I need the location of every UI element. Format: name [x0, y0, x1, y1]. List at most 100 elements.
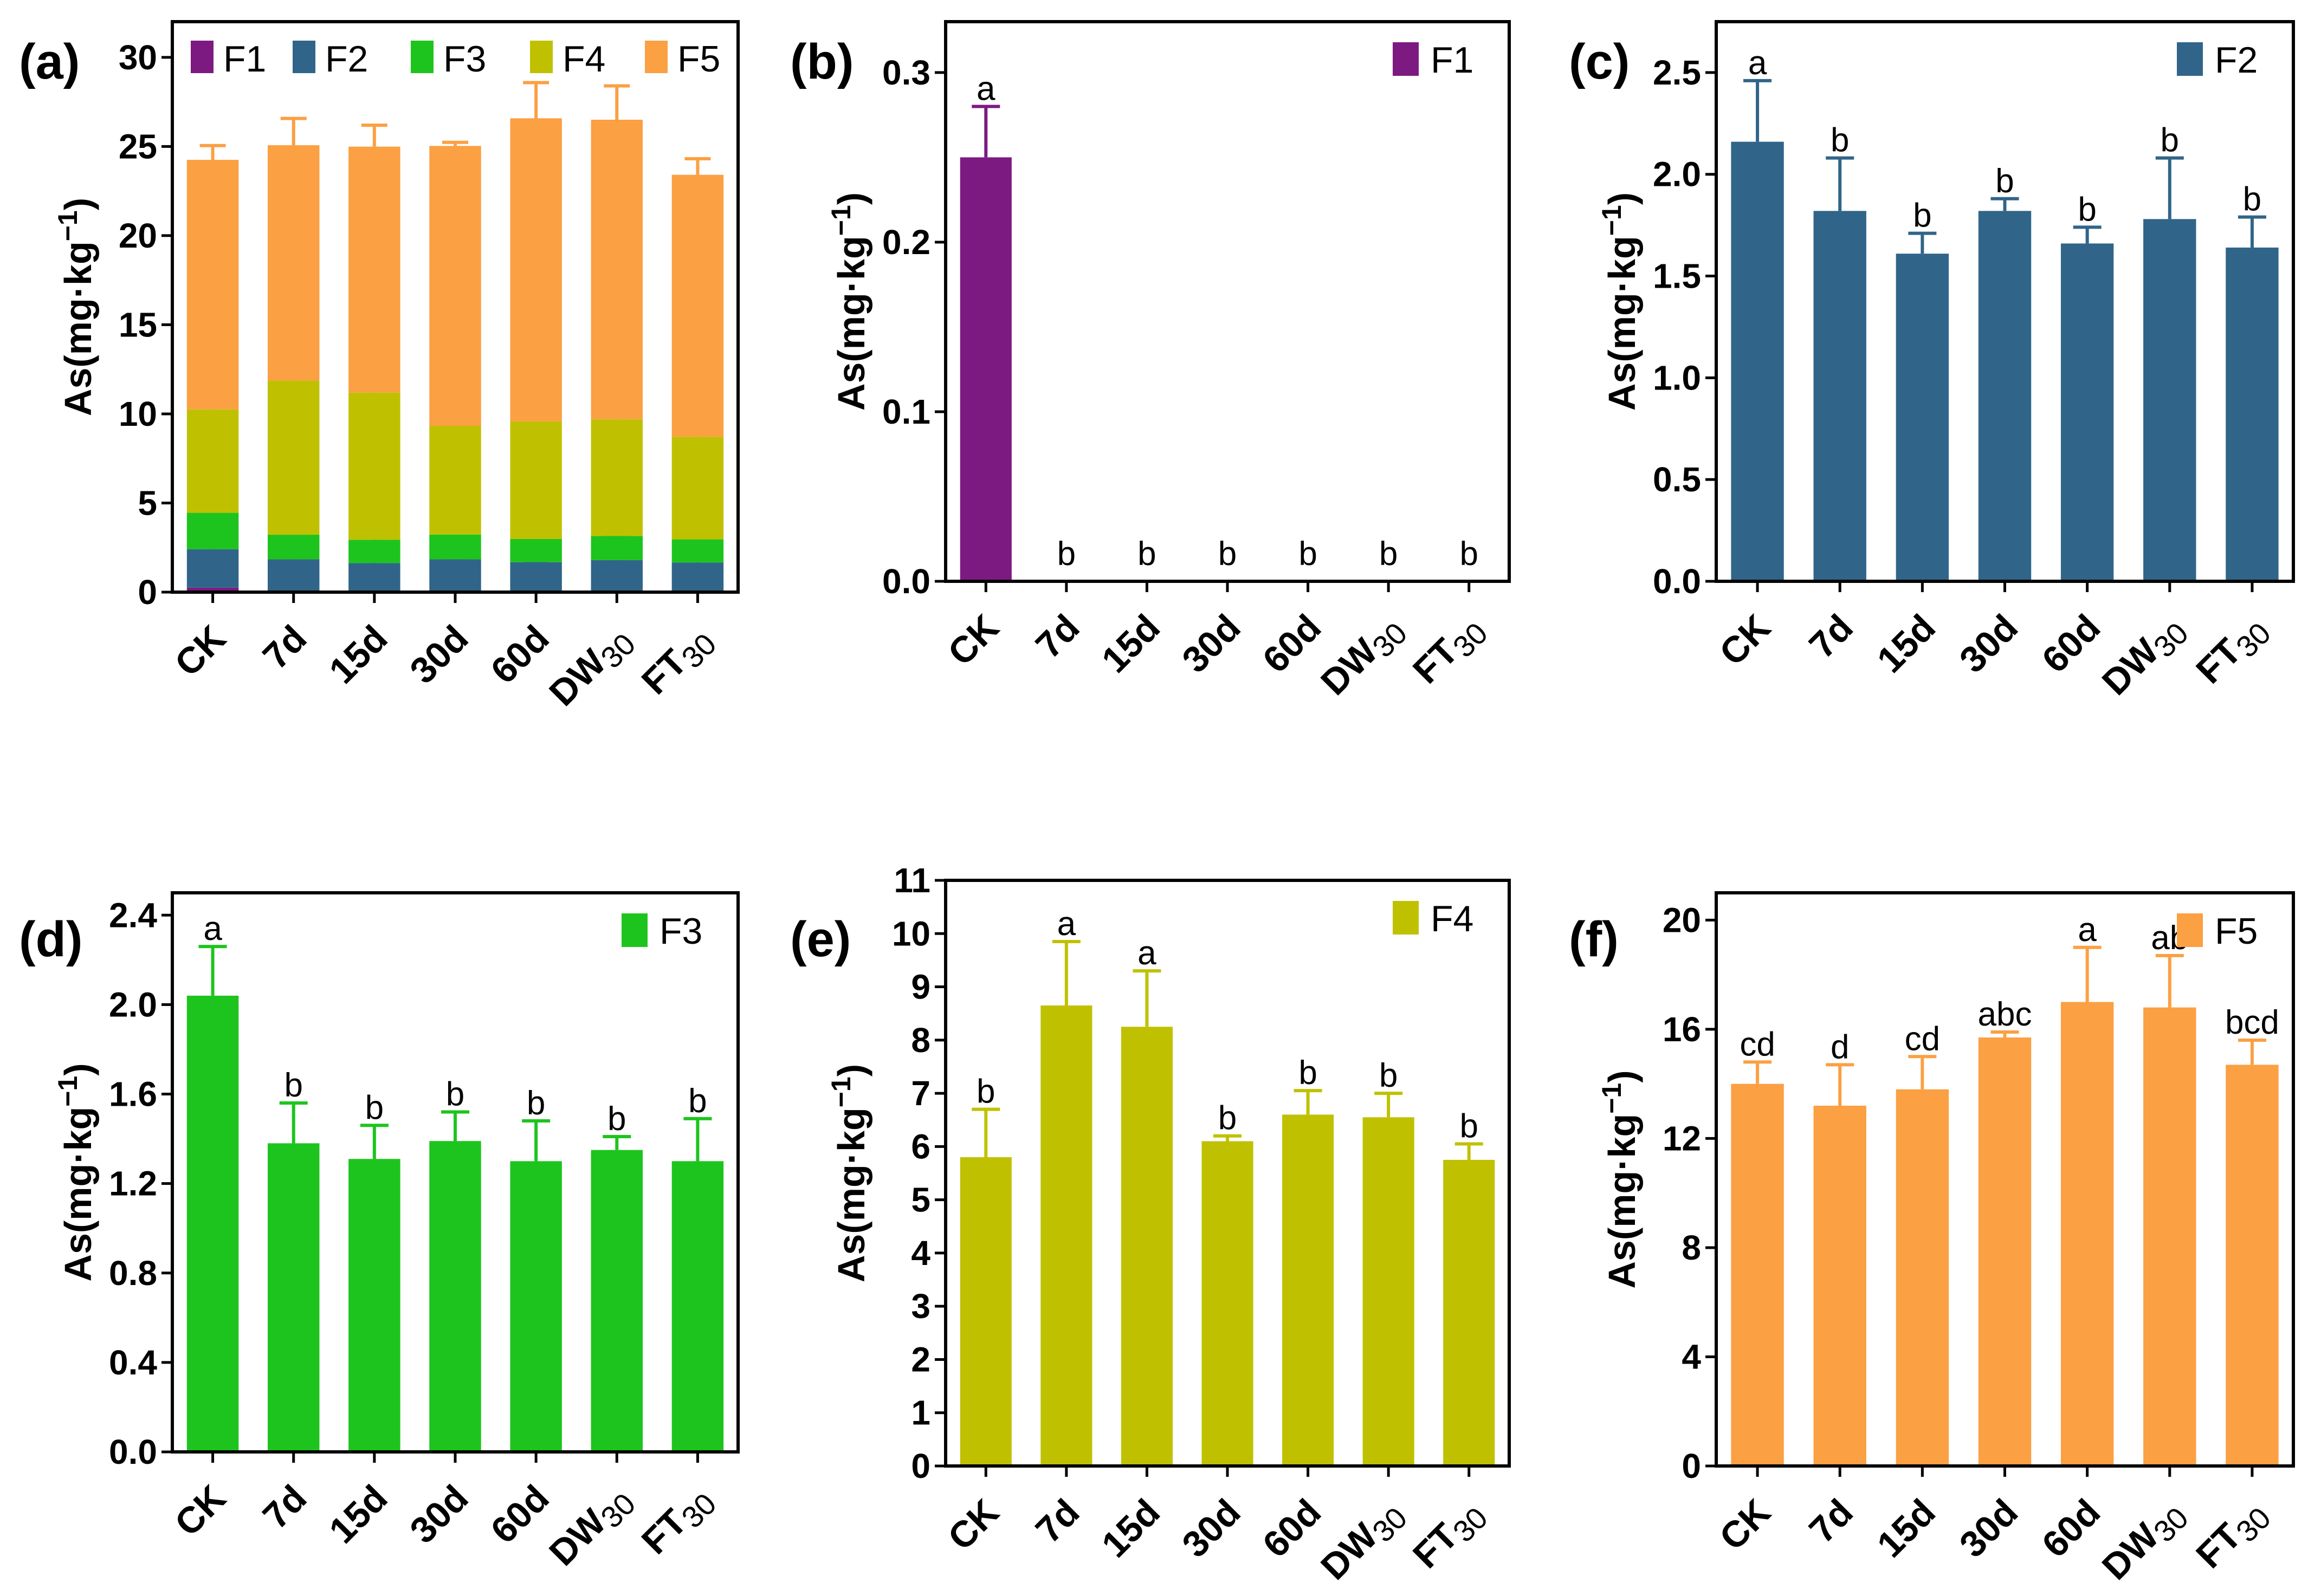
x-tick-label-DW30: DW30 — [1313, 607, 1414, 708]
y-tick-label: 0.2 — [882, 223, 930, 262]
panel-label: (b) — [790, 34, 854, 89]
plot-frame — [944, 20, 1511, 583]
legend-label-F3: F3 — [660, 911, 702, 952]
x-tick-label-7d: 7d — [1801, 607, 1861, 666]
y-tick-label: 0.0 — [882, 562, 930, 601]
bar-F5-60d — [510, 118, 562, 421]
y-tick-label: 0.5 — [1653, 460, 1701, 499]
y-tick-label: 0 — [138, 573, 157, 612]
significance-letter-DW30: b — [2161, 122, 2179, 159]
y-tick-label: 2.0 — [1653, 155, 1701, 194]
y-tick-label: 0.0 — [1653, 562, 1701, 601]
bar-F5-15d — [348, 146, 400, 393]
x-tick-label-CK: CK — [1711, 607, 1778, 673]
legend-swatch-F3 — [622, 913, 648, 947]
bar-F1-CK — [186, 587, 239, 592]
y-tick-label: 10 — [892, 914, 930, 953]
bar-F4-DW30 — [591, 419, 643, 536]
legend-swatch-F2 — [293, 41, 315, 73]
x-tick-label-7d: 7d — [255, 1477, 314, 1537]
legend-swatch-F1 — [191, 41, 214, 73]
significance-letter-60d: b — [1298, 1054, 1317, 1092]
bar-F3-7d — [267, 535, 320, 560]
y-tick-label: 5 — [911, 1180, 930, 1219]
significance-letter-15d: b — [1913, 197, 1931, 235]
x-tick-label-15d: 15d — [321, 618, 396, 692]
x-tick-label-30d: 30d — [402, 1477, 476, 1552]
x-tick-label-30d: 30d — [1952, 607, 2026, 681]
y-axis-label: As(mg·kg−1) — [53, 198, 99, 416]
bar-DW30 — [1362, 1117, 1414, 1466]
bar-FT30 — [2226, 1065, 2279, 1466]
x-tick-label-CK: CK — [940, 1491, 1007, 1558]
y-tick-label: 0.3 — [882, 53, 930, 92]
bar-FT30 — [671, 1161, 724, 1452]
legend-label-F2: F2 — [325, 38, 368, 80]
bar-7d — [267, 1143, 320, 1452]
y-tick-label: 10 — [119, 394, 157, 433]
bar-F4-60d — [510, 421, 562, 539]
bar-F3-DW30 — [591, 536, 643, 560]
legend-label-F4: F4 — [563, 38, 605, 80]
y-tick-label: 8 — [911, 1021, 930, 1060]
y-tick-label: 20 — [119, 216, 157, 255]
bar-CK — [960, 1157, 1012, 1466]
significance-letter-7d: b — [1057, 535, 1076, 573]
y-tick-label: 5 — [138, 483, 157, 522]
significance-letter-7d: a — [1057, 905, 1076, 943]
significance-letter-CK: b — [977, 1073, 995, 1111]
y-tick-label: 3 — [911, 1287, 930, 1326]
y-tick-label: 4 — [1682, 1337, 1701, 1376]
y-tick-label: 2.4 — [109, 896, 157, 935]
legend-label-F5: F5 — [677, 38, 720, 80]
significance-letter-7d: b — [284, 1067, 302, 1104]
bar-30d — [429, 1141, 481, 1452]
legend-label-F3: F3 — [443, 38, 486, 80]
y-tick-label: 1.5 — [1653, 257, 1701, 296]
y-tick-label: 4 — [911, 1234, 930, 1273]
bar-15d — [1121, 1027, 1173, 1466]
x-tick-label-FT30: FT30 — [1405, 1491, 1494, 1580]
legend-label-F2: F2 — [2215, 40, 2258, 81]
y-tick-label: 1.0 — [1653, 358, 1701, 397]
x-tick-label-DW30: DW30 — [541, 618, 642, 718]
significance-letter-CK: a — [1748, 44, 1767, 82]
y-tick-label: 12 — [1663, 1119, 1701, 1158]
significance-letter-FT30: b — [688, 1082, 707, 1120]
x-tick-label-CK: CK — [167, 618, 234, 684]
x-tick-label-30d: 30d — [402, 618, 476, 692]
bar-7d — [1040, 1005, 1092, 1466]
bar-CK — [1731, 141, 1784, 581]
y-axis-label: As(mg·kg−1) — [826, 192, 872, 411]
bar-60d — [510, 1161, 562, 1452]
bar-F3-30d — [429, 534, 481, 560]
x-tick-label-30d: 30d — [1174, 607, 1249, 681]
significance-letter-60d: a — [2078, 911, 2097, 949]
y-tick-label: 1 — [911, 1393, 930, 1432]
y-tick-label: 2.5 — [1653, 53, 1701, 92]
bar-F3-FT30 — [671, 539, 724, 563]
y-tick-label: 30 — [119, 38, 157, 77]
x-tick-label-CK: CK — [1711, 1491, 1778, 1558]
y-tick-label: 2.0 — [109, 985, 157, 1024]
x-tick-label-CK: CK — [940, 607, 1007, 673]
significance-letter-FT30: b — [1459, 535, 1478, 573]
significance-letter-30d: b — [446, 1076, 464, 1113]
x-tick-label-DW30: DW30 — [2094, 607, 2195, 708]
bar-F2-CK — [186, 549, 239, 588]
bar-F2-FT30 — [671, 562, 724, 592]
bar-7d — [1813, 211, 1866, 582]
x-tick-label-DW30: DW30 — [1313, 1491, 1414, 1592]
x-tick-label-7d: 7d — [255, 618, 314, 677]
bar-F4-CK — [186, 409, 239, 513]
bar-7d — [1813, 1105, 1866, 1466]
legend-swatch-F5 — [2177, 913, 2203, 947]
x-tick-label-CK: CK — [167, 1477, 234, 1544]
significance-letter-FT30: bcd — [2225, 1004, 2279, 1041]
panel-label: (a) — [19, 34, 80, 89]
x-tick-label-FT30: FT30 — [633, 1477, 722, 1566]
legend-label-F1: F1 — [223, 38, 266, 80]
bar-F3-CK — [186, 512, 239, 549]
bar-F5-CK — [186, 160, 239, 410]
